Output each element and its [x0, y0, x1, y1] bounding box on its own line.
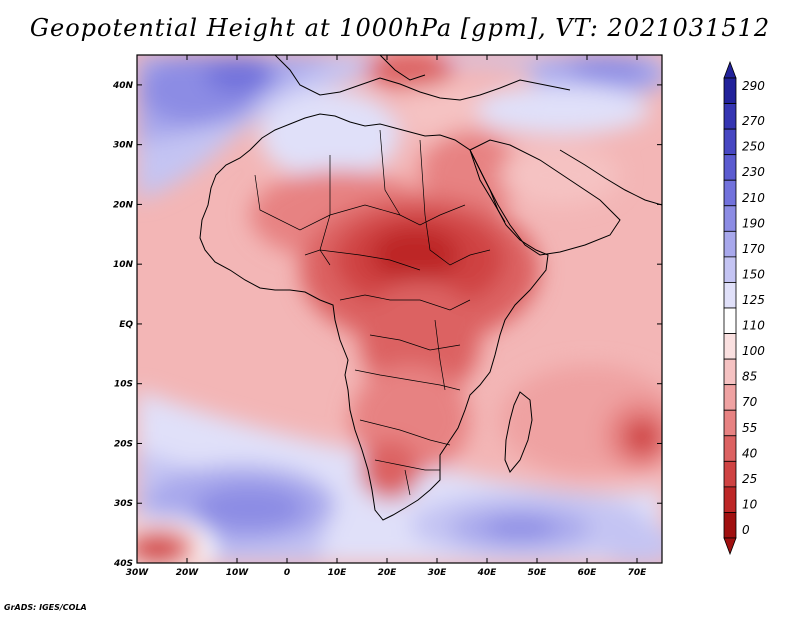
lon-label: 0: [284, 568, 290, 578]
colorbar-swatch: [723, 205, 737, 232]
colorbar-label: 0: [742, 523, 750, 537]
lon-label: 70E: [628, 568, 648, 578]
colorbar-swatch: [723, 230, 737, 258]
lon-label: 10E: [328, 568, 348, 578]
colorbar-label: 100: [742, 344, 765, 358]
longitude-labels: 30W 20W 10W 0 10E 20E 30E 40E 50E 60E 70E: [126, 568, 647, 578]
lon-label: 40E: [477, 568, 498, 578]
colorbar-label: 70: [742, 395, 758, 409]
colorbar-swatch: [723, 409, 737, 437]
colorbar-label: 25: [742, 472, 757, 486]
colorbar-label: 55: [742, 421, 757, 435]
colorbar-swatch: [723, 179, 737, 207]
lon-label: 30E: [428, 568, 448, 578]
colorbar-swatch: [723, 486, 737, 513]
colorbar-swatch: [723, 384, 737, 411]
lon-label: 10W: [226, 568, 250, 578]
lat-label: 30S: [114, 499, 133, 509]
colorbar-label: 250: [742, 140, 765, 154]
colorbar-swatch: [723, 358, 737, 386]
colorbar-swatch: [723, 512, 737, 539]
lat-label: 30N: [113, 141, 134, 151]
lat-label: 40N: [112, 81, 134, 91]
colorbar-label: 290: [742, 79, 765, 93]
colorbar-label: 150: [742, 267, 765, 281]
lat-label: 40S: [113, 559, 133, 569]
colorbar-bottom-arrow: [723, 537, 737, 556]
colorbar-label: 170: [742, 242, 765, 256]
colorbar-swatch: [723, 128, 737, 156]
lat-label: 20N: [113, 200, 134, 210]
colorbar-label: 270: [742, 114, 765, 128]
lon-label: 50E: [528, 568, 548, 578]
lat-label: 20S: [114, 439, 133, 449]
colorbar-label: 125: [742, 293, 765, 307]
colorbar-label: 10: [742, 497, 758, 511]
lat-label: 10S: [114, 380, 133, 390]
country-borders: [254, 129, 491, 496]
colorbar-swatch: [723, 460, 737, 488]
lon-label: 30W: [126, 568, 150, 578]
lat-label: 10N: [113, 260, 134, 270]
colorbar-swatch: [723, 256, 737, 283]
lat-label: EQ: [119, 320, 133, 330]
latitude-labels: 40N 30N 20N 10N EQ 10S 20S 30S 40S: [112, 81, 134, 569]
colorbar-swatch: [723, 77, 737, 104]
colorbar-label: 230: [742, 165, 765, 179]
lon-label: 60E: [578, 568, 598, 578]
colorbar-swatch: [723, 103, 737, 130]
colorbar-label: 85: [742, 370, 757, 384]
colorbar-swatch: [723, 154, 737, 181]
axis-ticks: [136, 55, 662, 564]
map-figure: 40N 30N 20N 10N EQ 10S 20S 30S 40S 30W 20W 10W 0 10E…: [112, 54, 765, 578]
continent-outlines: [199, 55, 662, 521]
colorbar-swatch: [723, 307, 737, 334]
lon-label: 20E: [378, 568, 398, 578]
colorbar: 2902702502302101901701501251101008570554…: [723, 60, 765, 556]
height-field: [137, 55, 662, 563]
plot-frame: [136, 54, 663, 564]
colorbar-swatch: [723, 282, 737, 309]
colorbar-swatch: [723, 333, 737, 360]
grads-credit: GrADS: IGES/COLA: [4, 603, 87, 612]
colorbar-swatch: [723, 435, 737, 462]
colorbar-label: 190: [742, 216, 765, 230]
map-title: Geopotential Height at 1000hPa [gpm], VT…: [29, 14, 771, 42]
colorbar-label: 110: [742, 319, 765, 333]
colorbar-label: 210: [742, 191, 765, 205]
colorbar-label: 40: [742, 446, 758, 460]
lon-label: 20W: [176, 568, 200, 578]
colorbar-top-arrow: [723, 60, 737, 79]
